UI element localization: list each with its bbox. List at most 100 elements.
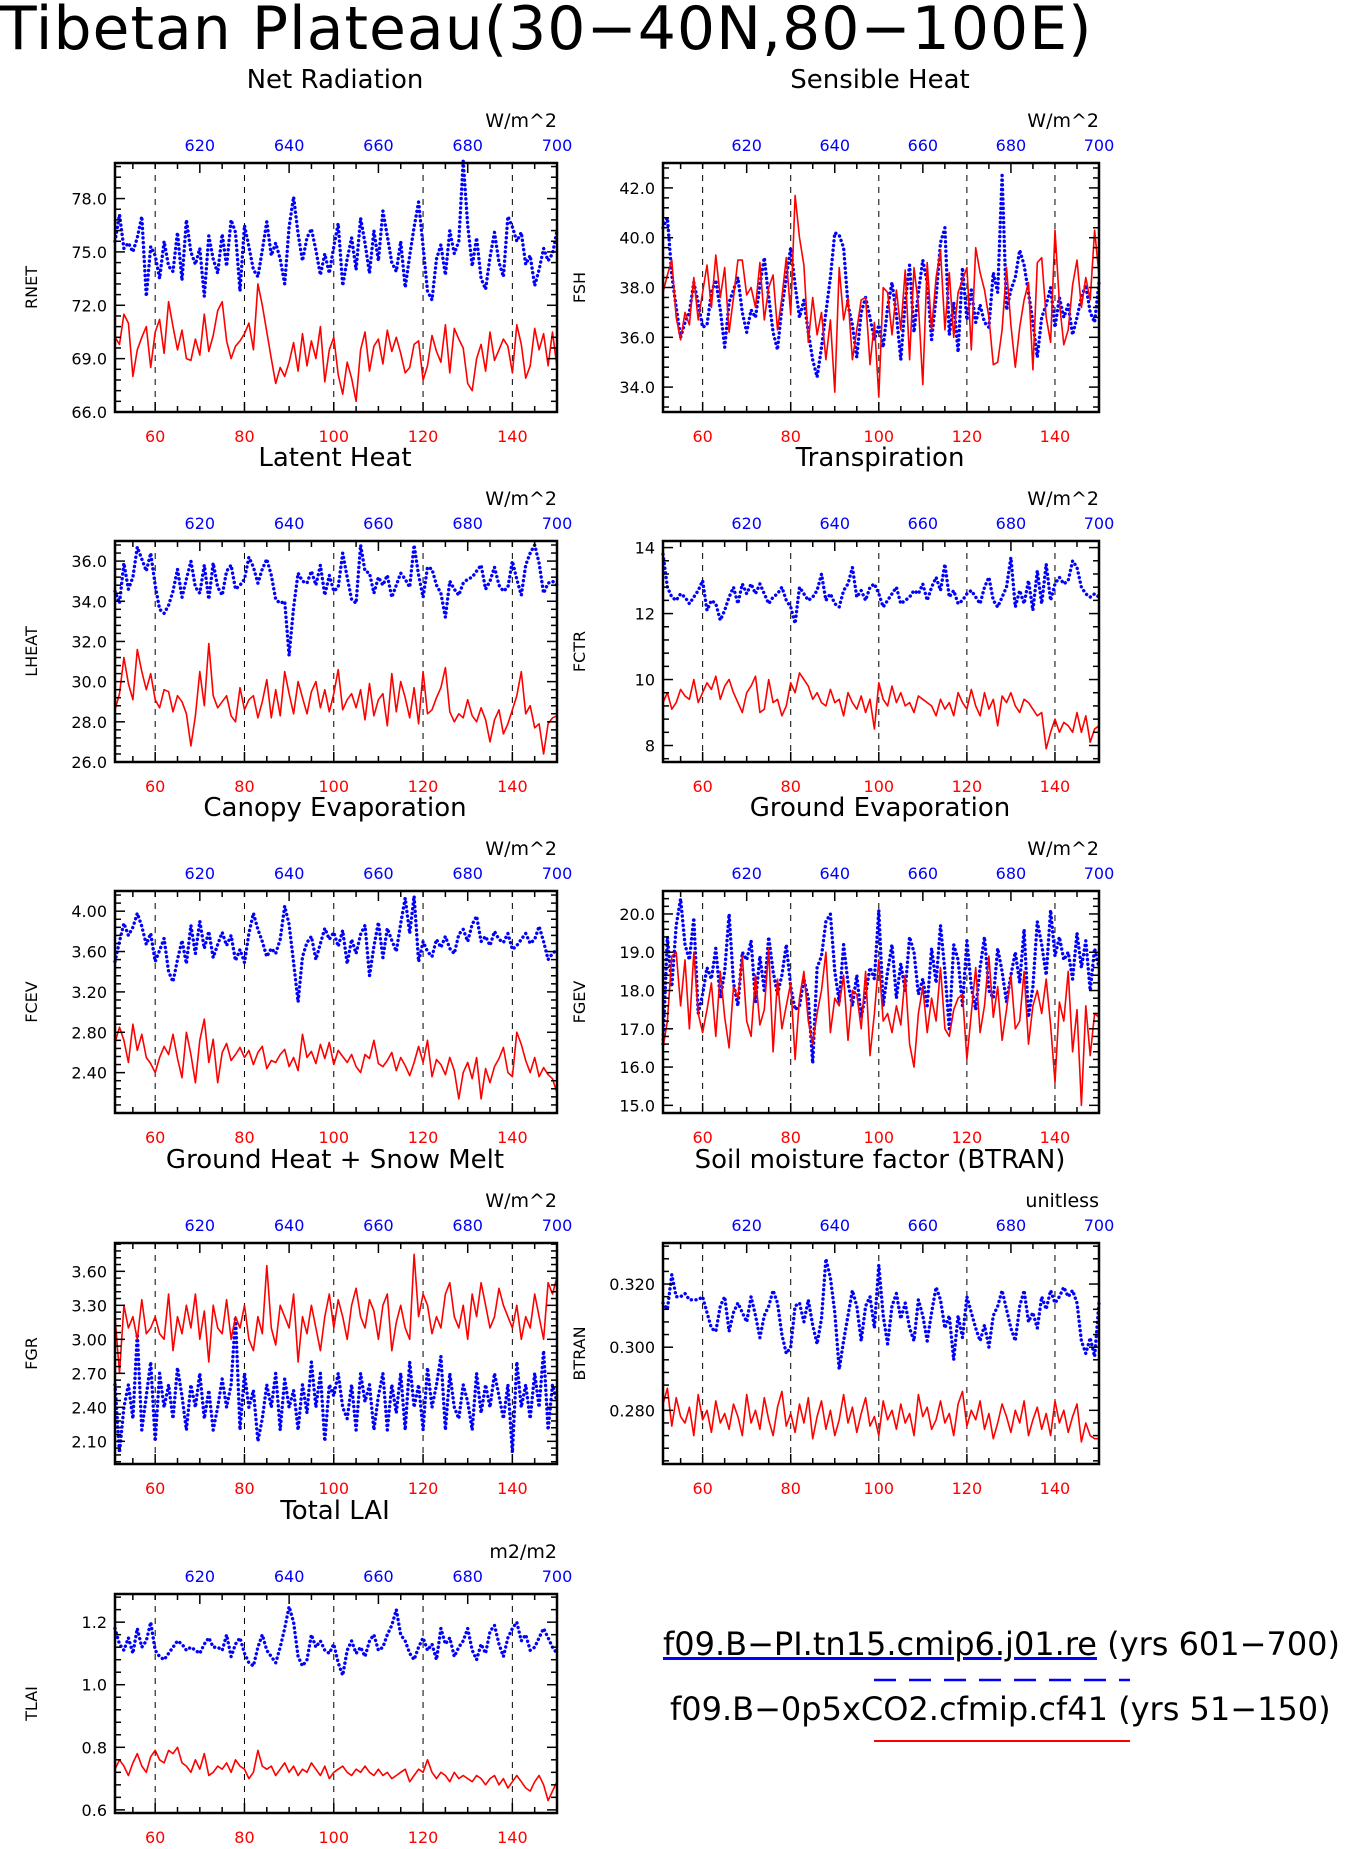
x-tick-label-bottom: 140	[497, 427, 528, 446]
x-tick-label-bottom: 140	[497, 777, 528, 796]
y-tick-label: 17.0	[619, 1020, 655, 1039]
y-tick-label: 10	[635, 671, 655, 690]
x-tick-label-bottom: 120	[952, 777, 983, 796]
x-tick-label-top: 680	[452, 864, 483, 883]
x-tick-label-top: 660	[363, 514, 394, 533]
y-tick-label: 0.280	[609, 1401, 655, 1420]
x-tick-label-top: 700	[1084, 136, 1115, 155]
x-tick-label-bottom: 120	[408, 1128, 439, 1147]
x-tick-label-top: 660	[908, 514, 939, 533]
series-line-pi-control	[113, 543, 559, 658]
x-tick-label-top: 700	[542, 514, 573, 533]
panel-btran: Soil moisture factor (BTRAN) unitless 60 80…	[570, 1145, 1114, 1498]
y-axis-label: FGR	[22, 1337, 41, 1370]
y-tick-label: 26.0	[71, 753, 107, 772]
x-tick-label-top: 680	[452, 136, 483, 155]
legend-case-pi: f09.B−PI.tn15.cmip6.j01.re	[663, 1625, 1097, 1663]
y-tick-label: 42.0	[619, 179, 655, 198]
panel-fgr: Ground Heat + Snow Melt W/m^2 60 80 100 120 14…	[22, 1145, 572, 1498]
y-axis-label: FGEV	[570, 981, 589, 1024]
x-tick-label-bottom: 140	[497, 1479, 528, 1498]
y-tick-label: 16.0	[619, 1058, 655, 1077]
legend-entry-0p5xco2: f09.B−0p5xCO2.cfmip.cf41 (yrs 51−150)	[670, 1690, 1331, 1728]
panel-tlai: Total LAI m2/m2 60 80 100 120 140 620 640 660 680 7…	[22, 1496, 572, 1847]
x-tick-label-top: 680	[452, 514, 483, 533]
x-tick-label-top: 700	[542, 1567, 573, 1586]
y-axis-label: FCTR	[570, 631, 589, 672]
panel-title: Soil moisture factor (BTRAN)	[695, 1145, 1066, 1175]
y-axis-label: FSH	[570, 272, 589, 303]
x-tick-label-bottom: 140	[1040, 1479, 1071, 1498]
x-tick-label-bottom: 80	[781, 777, 801, 796]
x-tick-label-bottom: 80	[234, 1828, 254, 1847]
x-tick-label-top: 620	[731, 1216, 762, 1235]
x-tick-label-top: 640	[819, 1216, 850, 1235]
y-tick-label: 2.10	[71, 1432, 107, 1451]
x-tick-label-bottom: 80	[234, 427, 254, 446]
legend-entry-pi: f09.B−PI.tn15.cmip6.j01.re (yrs 601−700)	[663, 1625, 1340, 1663]
x-tick-label-top: 700	[1084, 864, 1115, 883]
y-tick-label: 14	[635, 539, 655, 558]
series-line-pi-control	[113, 159, 559, 302]
x-tick-label-bottom: 100	[864, 1128, 895, 1147]
y-axis-label: TLAI	[22, 1686, 41, 1722]
y-tick-label: 15.0	[619, 1096, 655, 1115]
panel-fctr: Transpiration W/m^2 60 80 100 120 140 620 640 660…	[570, 443, 1114, 796]
x-tick-label-bottom: 140	[1040, 777, 1071, 796]
y-tick-label: 3.20	[71, 983, 107, 1002]
y-tick-label: 1.2	[82, 1613, 107, 1632]
legend-swatch-pi	[874, 1678, 1130, 1682]
series-line-pi-control	[113, 1604, 559, 1678]
y-tick-label: 75.0	[71, 243, 107, 262]
series-line-0p5xco2	[114, 1018, 558, 1100]
panel-rnet: Net Radiation W/m^2 60 80 100 120 140 620 640 660…	[22, 65, 572, 446]
y-tick-label: 18.0	[619, 982, 655, 1001]
y-tick-label: 19.0	[619, 943, 655, 962]
x-tick-label-bottom: 80	[781, 1479, 801, 1498]
y-tick-label: 3.60	[71, 943, 107, 962]
panel-fsh: Sensible Heat W/m^2 60 80 100 120 140 620 640 660…	[570, 65, 1114, 446]
x-tick-label-bottom: 120	[952, 1479, 983, 1498]
x-tick-label-top: 700	[542, 1216, 573, 1235]
series-line-0p5xco2	[662, 672, 1100, 750]
x-tick-label-bottom: 60	[145, 1479, 165, 1498]
x-tick-label-top: 660	[908, 136, 939, 155]
units-label: W/m^2	[485, 1190, 557, 1212]
x-tick-label-bottom: 80	[234, 777, 254, 796]
units-label: unitless	[1025, 1190, 1099, 1212]
x-tick-label-top: 680	[996, 864, 1027, 883]
series-line-pi-control	[661, 1257, 1101, 1372]
x-tick-label-top: 660	[363, 864, 394, 883]
y-tick-label: 40.0	[619, 229, 655, 248]
y-tick-label: 30.0	[71, 673, 107, 692]
series-line-0p5xco2	[662, 194, 1100, 398]
plot-frame	[113, 161, 559, 414]
x-tick-label-top: 660	[363, 1216, 394, 1235]
y-tick-label: 2.40	[71, 1064, 107, 1083]
y-tick-label: 34.0	[71, 592, 107, 611]
x-tick-label-bottom: 100	[318, 1128, 349, 1147]
x-tick-label-bottom: 60	[145, 1128, 165, 1147]
units-label: W/m^2	[485, 488, 557, 510]
x-tick-label-bottom: 100	[864, 427, 895, 446]
x-tick-label-top: 660	[908, 864, 939, 883]
x-tick-label-top: 620	[185, 864, 216, 883]
y-tick-label: 38.0	[619, 279, 655, 298]
x-tick-label-bottom: 60	[692, 1479, 712, 1498]
x-tick-label-bottom: 100	[318, 1828, 349, 1847]
x-tick-label-bottom: 60	[145, 1828, 165, 1847]
series-line-0p5xco2	[114, 642, 558, 755]
y-tick-label: 20.0	[619, 905, 655, 924]
x-tick-label-top: 680	[452, 1567, 483, 1586]
x-tick-label-bottom: 60	[145, 427, 165, 446]
x-tick-label-top: 640	[274, 1567, 305, 1586]
x-tick-label-bottom: 140	[497, 1828, 528, 1847]
units-label: W/m^2	[485, 838, 557, 860]
y-axis-label: FCEV	[22, 981, 41, 1022]
series-line-pi-control	[661, 552, 1101, 626]
y-tick-label: 12	[635, 605, 655, 624]
y-tick-label: 0.300	[609, 1338, 655, 1357]
x-tick-label-top: 680	[996, 514, 1027, 533]
x-tick-label-top: 620	[185, 1216, 216, 1235]
